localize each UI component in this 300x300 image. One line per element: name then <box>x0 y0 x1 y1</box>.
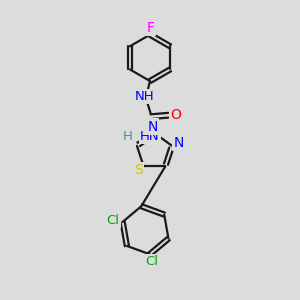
Text: Cl: Cl <box>145 255 158 268</box>
Text: N: N <box>173 136 184 150</box>
Text: Cl: Cl <box>106 214 120 227</box>
Text: H: H <box>122 130 132 143</box>
Text: O: O <box>170 108 181 122</box>
Text: NH: NH <box>135 90 155 103</box>
Text: S: S <box>134 163 143 177</box>
Text: F: F <box>147 21 154 35</box>
Text: HN: HN <box>140 130 160 142</box>
Text: N: N <box>148 119 158 134</box>
